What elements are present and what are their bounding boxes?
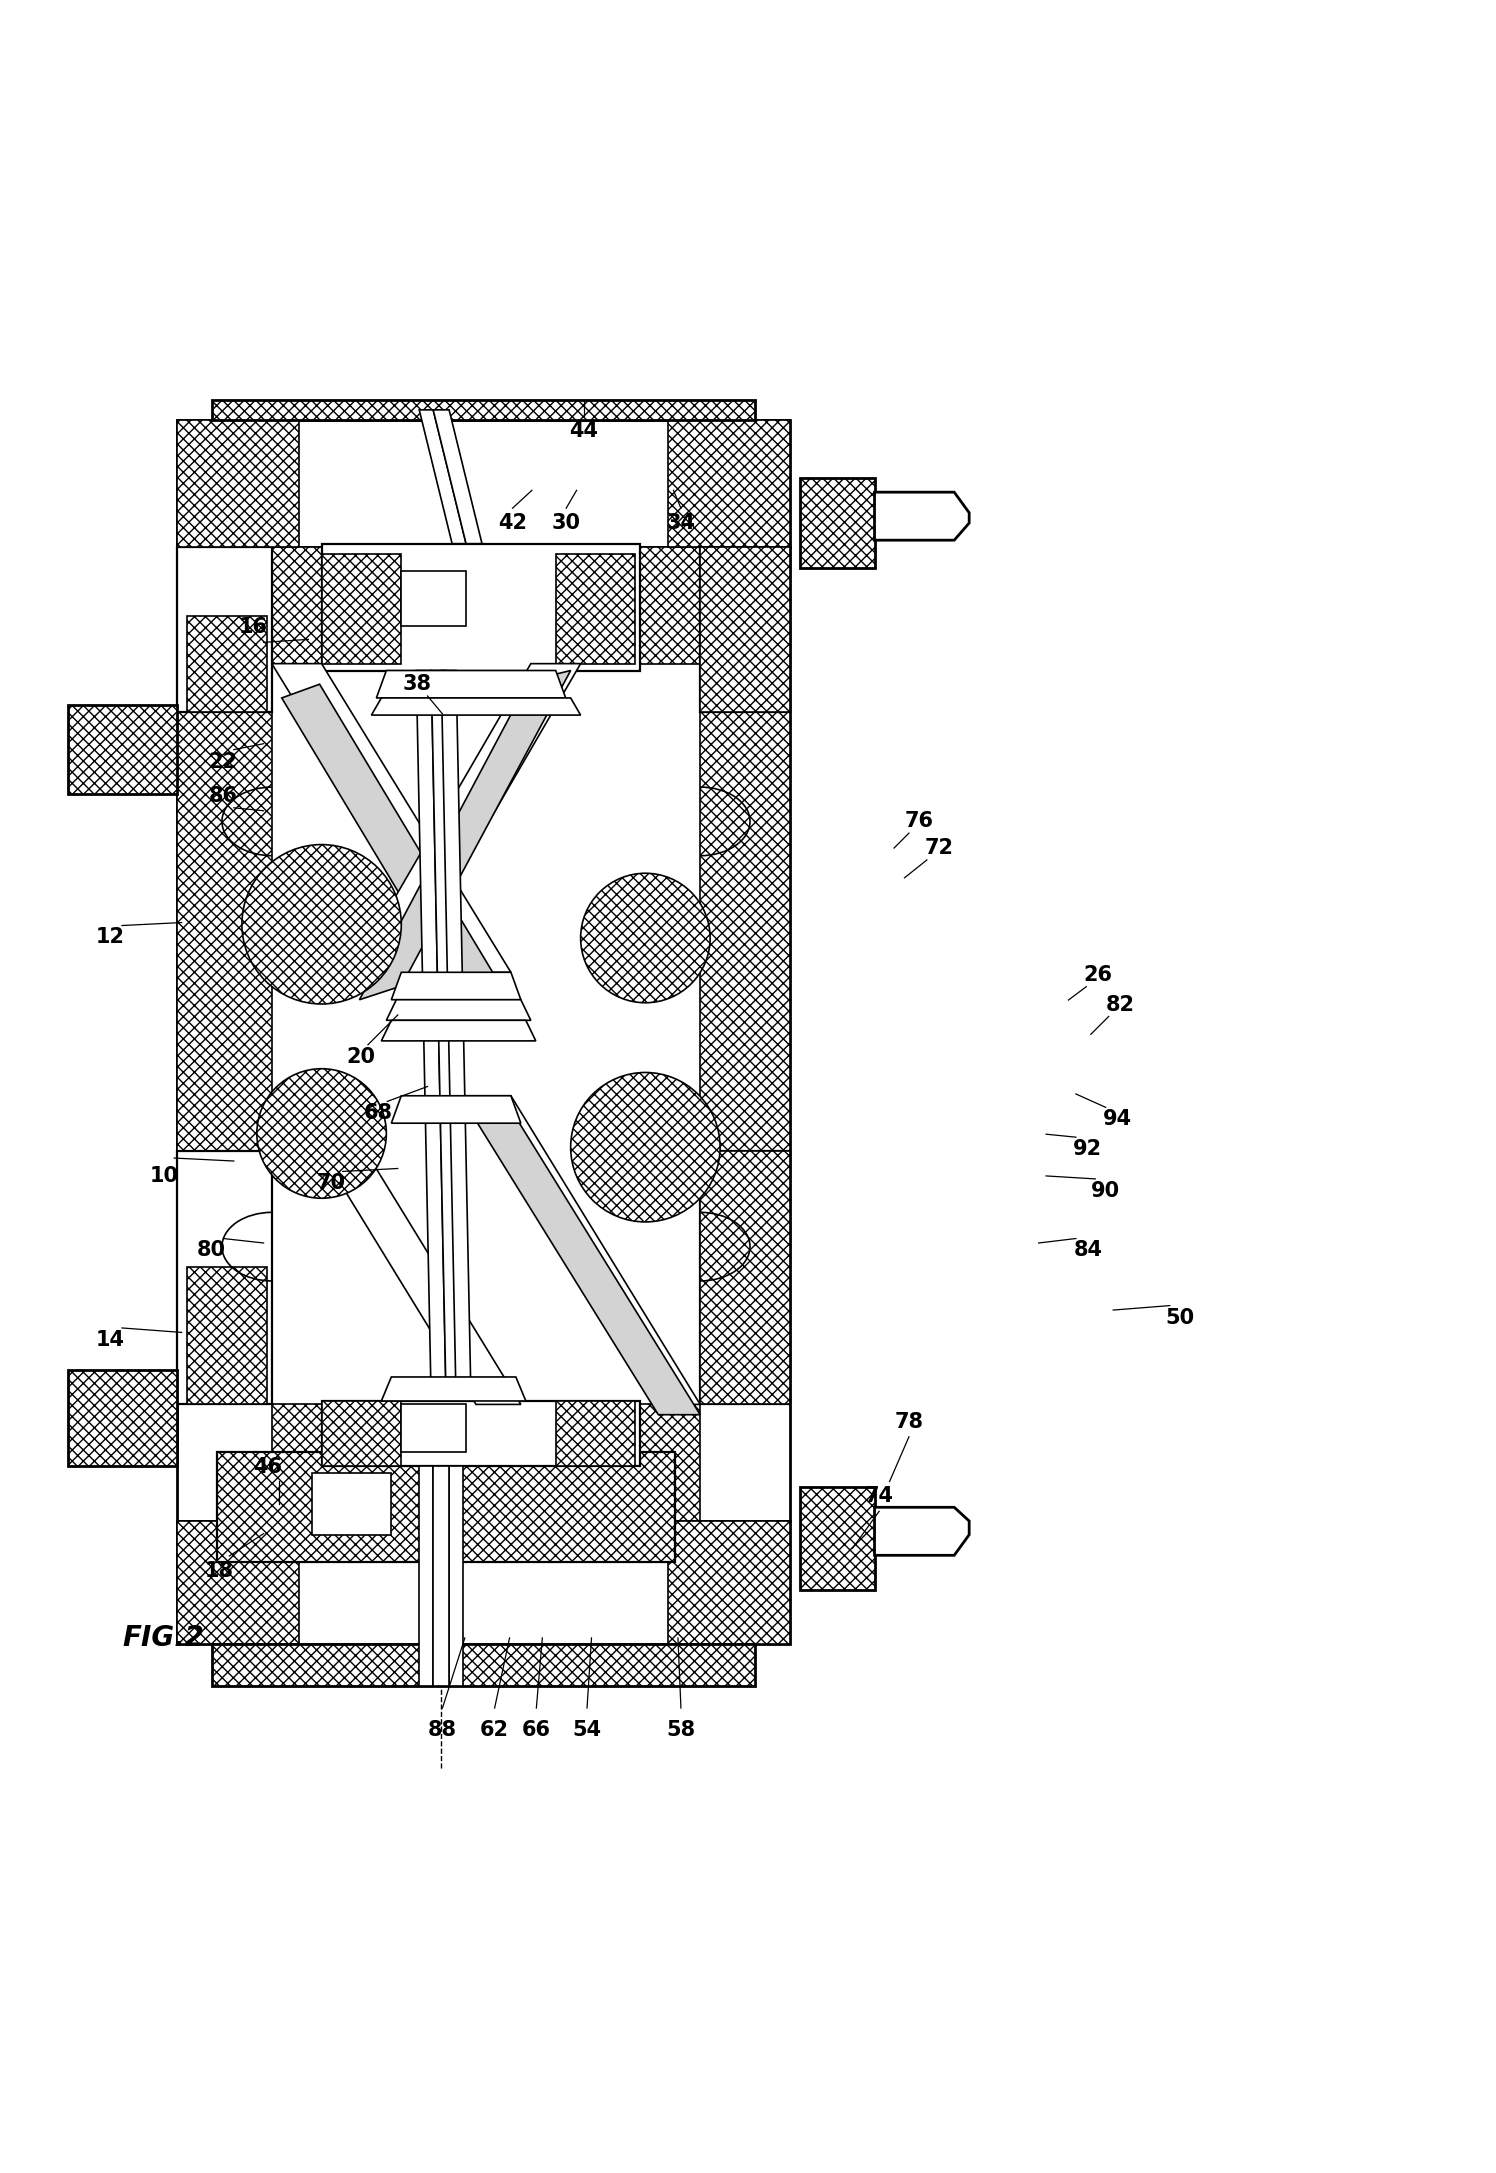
Polygon shape [272, 663, 510, 971]
Bar [700, 713, 790, 1152]
Bar [212, 400, 755, 419]
Polygon shape [392, 971, 521, 1000]
Bar [272, 548, 700, 663]
Polygon shape [352, 663, 580, 971]
Text: 20: 20 [346, 1047, 375, 1067]
Bar [177, 1521, 790, 1645]
Text: 10: 10 [150, 1167, 178, 1186]
Text: 26: 26 [1083, 965, 1113, 984]
Bar [311, 1473, 392, 1534]
Text: 22: 22 [209, 752, 238, 771]
Bar [217, 1452, 675, 1562]
Text: 88: 88 [428, 1721, 456, 1741]
Polygon shape [187, 1267, 266, 1404]
Bar [555, 554, 636, 663]
Bar [322, 1402, 401, 1467]
Text: 62: 62 [480, 1721, 509, 1741]
Bar [667, 419, 790, 548]
Text: 76: 76 [905, 811, 934, 832]
Bar [67, 704, 177, 793]
Bar [212, 1645, 755, 1686]
Circle shape [580, 874, 711, 1002]
Bar [177, 419, 790, 548]
Text: 54: 54 [573, 1721, 601, 1741]
Text: 14: 14 [96, 1330, 124, 1349]
Polygon shape [875, 1508, 969, 1556]
Text: 12: 12 [96, 928, 124, 947]
Bar [322, 554, 401, 663]
Polygon shape [434, 1467, 449, 1686]
Bar [700, 548, 790, 713]
Text: 94: 94 [1103, 1108, 1132, 1130]
Text: 18: 18 [205, 1560, 233, 1582]
Text: 38: 38 [402, 674, 432, 693]
Bar [401, 571, 467, 626]
Text: 68: 68 [364, 1104, 393, 1123]
Bar [700, 1152, 790, 1404]
Polygon shape [187, 615, 266, 713]
Text: 42: 42 [498, 513, 527, 532]
Text: 90: 90 [1091, 1180, 1121, 1202]
Text: 80: 80 [197, 1241, 226, 1260]
Bar [67, 1371, 177, 1467]
Text: 72: 72 [925, 839, 953, 858]
Circle shape [242, 845, 401, 1004]
Text: 74: 74 [865, 1486, 893, 1506]
Polygon shape [434, 411, 482, 543]
Polygon shape [416, 671, 446, 1402]
Text: 44: 44 [570, 422, 598, 441]
Bar [177, 548, 272, 713]
Polygon shape [431, 671, 461, 1402]
Circle shape [257, 1069, 386, 1197]
Bar [700, 1152, 790, 1404]
Bar [177, 1152, 272, 1371]
Polygon shape [441, 671, 471, 1402]
Bar [401, 1404, 467, 1452]
Polygon shape [386, 1000, 531, 1021]
Polygon shape [470, 1110, 700, 1415]
Polygon shape [371, 698, 580, 715]
Text: 82: 82 [1106, 995, 1135, 1015]
Text: FIG.2: FIG.2 [123, 1623, 203, 1651]
Bar [177, 713, 272, 1152]
Polygon shape [381, 1021, 536, 1041]
Text: 86: 86 [209, 787, 238, 806]
Text: 58: 58 [666, 1721, 696, 1741]
Polygon shape [322, 1402, 640, 1467]
Polygon shape [419, 1467, 434, 1686]
Polygon shape [322, 543, 640, 671]
Polygon shape [419, 411, 467, 543]
Circle shape [570, 1073, 720, 1221]
Bar [177, 1521, 299, 1645]
Text: 34: 34 [666, 513, 696, 532]
Text: 30: 30 [552, 513, 580, 532]
Bar [800, 478, 875, 567]
Text: 46: 46 [254, 1456, 283, 1478]
Polygon shape [377, 671, 565, 698]
Bar [667, 1521, 790, 1645]
Bar [555, 1402, 636, 1467]
Bar [177, 548, 790, 1521]
Text: 92: 92 [1073, 1139, 1103, 1158]
Polygon shape [449, 1467, 464, 1686]
Text: 84: 84 [1073, 1241, 1103, 1260]
Polygon shape [381, 1378, 525, 1402]
Bar [700, 548, 790, 713]
Polygon shape [359, 671, 570, 1000]
Bar [700, 1152, 790, 1371]
Bar [272, 1404, 700, 1521]
Bar [800, 1486, 875, 1591]
Polygon shape [875, 491, 969, 541]
Polygon shape [467, 1095, 700, 1404]
Polygon shape [287, 1095, 521, 1404]
Text: 50: 50 [1165, 1308, 1195, 1328]
Polygon shape [281, 684, 501, 1000]
Bar [177, 1152, 272, 1404]
Text: 78: 78 [895, 1412, 923, 1432]
Text: 66: 66 [522, 1721, 551, 1741]
Bar [177, 419, 299, 548]
Text: 16: 16 [239, 617, 268, 637]
Polygon shape [392, 1095, 521, 1123]
Text: 70: 70 [316, 1173, 346, 1193]
